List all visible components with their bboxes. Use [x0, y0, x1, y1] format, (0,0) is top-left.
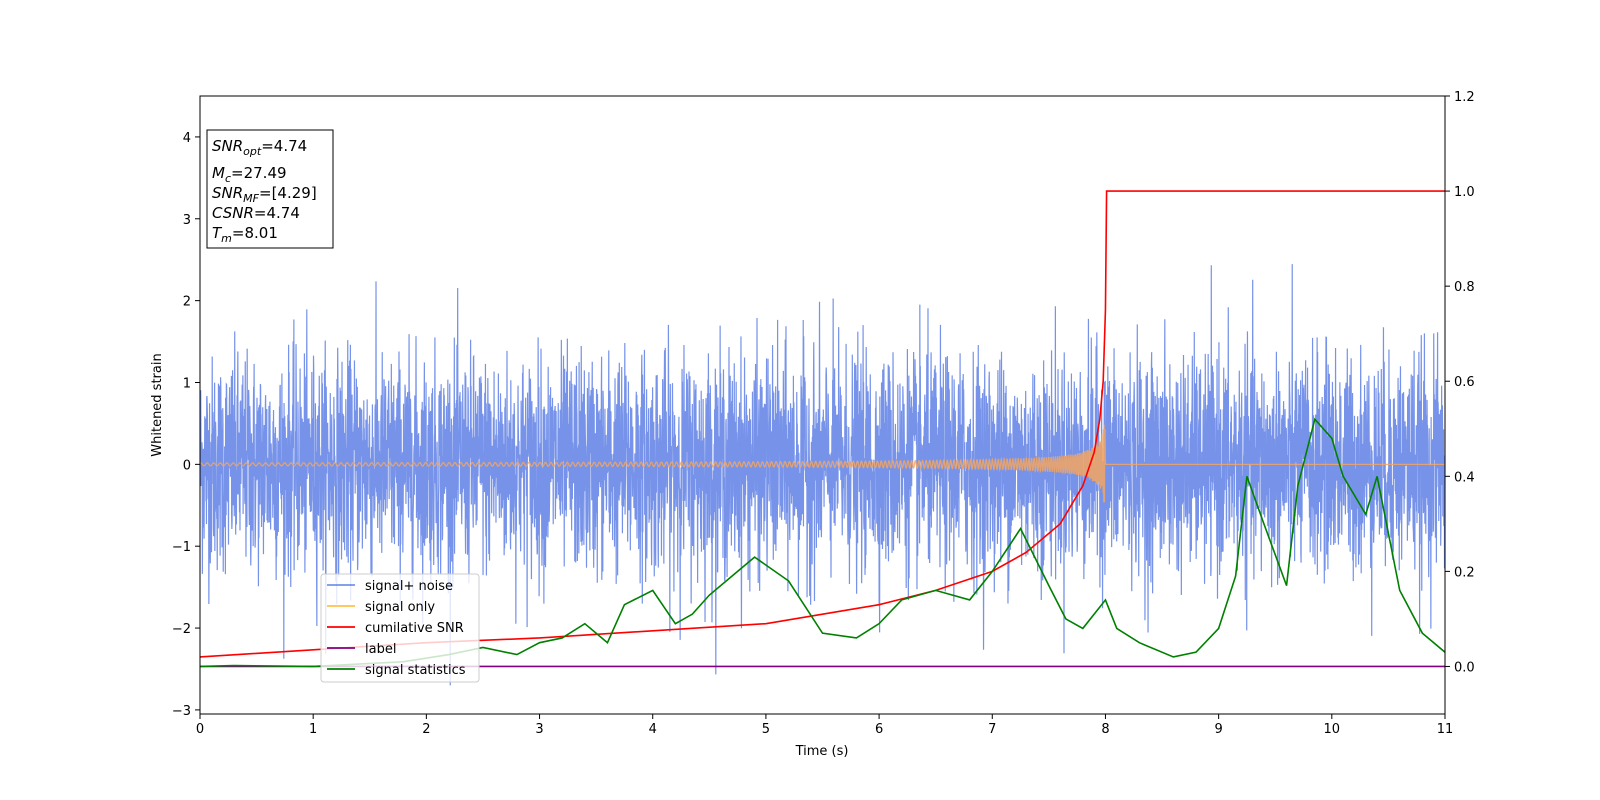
legend-label: signal only	[365, 600, 435, 615]
y-tick-label: 1	[183, 376, 191, 391]
y2-tick-label: 1.0	[1454, 185, 1475, 200]
y2-tick-label: 0.8	[1454, 280, 1475, 295]
x-axis-label: Time (s)	[795, 744, 849, 759]
y-tick-label: 3	[183, 213, 191, 228]
y2-tick-label: 0.4	[1454, 470, 1475, 485]
x-tick-label: 1	[309, 722, 317, 737]
x-axis: 0 1 2 3 4 5 6 7 8 9 10 11	[196, 714, 1453, 737]
y-axis-left: −3 −2 −1 0 1 2 3 4	[172, 131, 200, 719]
annotation-mc: Mc=27.49	[212, 164, 287, 185]
x-tick-label: 4	[649, 722, 657, 737]
x-tick-label: 10	[1324, 722, 1341, 737]
y-tick-label: 4	[183, 131, 191, 146]
x-tick-label: 5	[762, 722, 770, 737]
legend: signal+ noise signal only cumilative SNR la…	[320, 573, 480, 683]
x-tick-label: 7	[988, 722, 996, 737]
x-tick-label: 6	[875, 722, 883, 737]
annotation-snr-opt: SNRopt=4.74	[212, 137, 307, 158]
legend-label: label	[365, 642, 396, 657]
y2-tick-label: 0.6	[1454, 375, 1475, 390]
annotation-csnr: CSNR=4.74	[212, 204, 300, 222]
series-cumilative-snr	[200, 190, 1445, 658]
x-tick-label: 8	[1101, 722, 1109, 737]
x-tick-label: 2	[422, 722, 430, 737]
y2-tick-label: 0.0	[1454, 660, 1475, 675]
legend-label: signal+ noise	[365, 579, 453, 594]
legend-label: signal statistics	[365, 663, 466, 678]
series-signal-noise	[200, 264, 1445, 686]
annotation-tm: Tm=8.01	[212, 224, 278, 245]
y2-tick-label: 0.2	[1454, 565, 1475, 580]
series-signal-only	[200, 424, 1445, 503]
y2-tick-label: 1.2	[1454, 90, 1475, 105]
x-tick-label: 11	[1437, 722, 1454, 737]
plot-frame	[199, 95, 1446, 715]
x-tick-label: 9	[1214, 722, 1222, 737]
annotation-snr-mf: SNRMF=[4.29]	[212, 184, 317, 205]
x-tick-label: 3	[535, 722, 543, 737]
y-axis-label: Whitened strain	[150, 353, 165, 456]
legend-label: cumilative SNR	[365, 621, 464, 636]
series-signal-statistics	[200, 417, 1445, 668]
y-tick-label: −3	[172, 704, 191, 719]
y-tick-label: 0	[183, 458, 191, 473]
annotation-box: SNRopt=4.74 Mc=27.49 SNRMF=[4.29] CSNR=4…	[206, 129, 334, 249]
y-axis-right: 0.0 0.2 0.4 0.6 0.8 1.0 1.2	[1445, 90, 1475, 675]
y-tick-label: −2	[172, 622, 191, 637]
y-tick-label: 2	[183, 295, 191, 310]
x-tick-label: 0	[196, 722, 204, 737]
y-tick-label: −1	[172, 540, 191, 555]
